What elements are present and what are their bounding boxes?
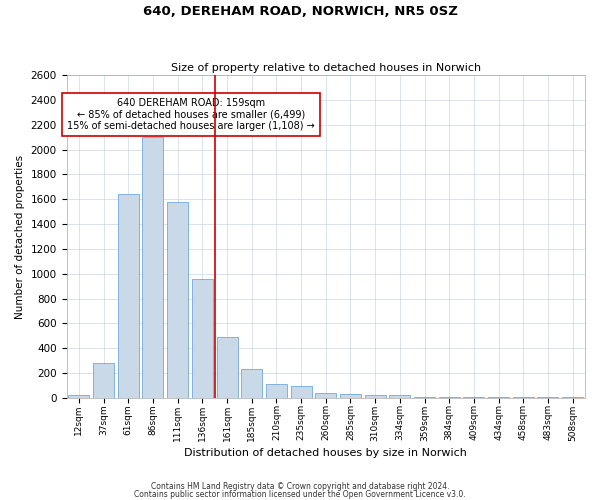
Bar [68,395,89,398]
Y-axis label: Number of detached properties: Number of detached properties [15,154,25,318]
Bar [538,396,559,398]
Bar [167,202,188,398]
Bar [340,394,361,398]
Text: Contains HM Land Registry data © Crown copyright and database right 2024.: Contains HM Land Registry data © Crown c… [151,482,449,491]
Text: 640 DEREHAM ROAD: 159sqm
← 85% of detached houses are smaller (6,499)
15% of sem: 640 DEREHAM ROAD: 159sqm ← 85% of detach… [67,98,315,131]
Bar [241,370,262,398]
Bar [93,363,114,398]
Bar [414,396,435,398]
Bar [315,393,336,398]
Bar [365,396,386,398]
Bar [389,396,410,398]
Bar [142,137,163,398]
Text: Contains public sector information licensed under the Open Government Licence v3: Contains public sector information licen… [134,490,466,499]
Bar [266,384,287,398]
Title: Size of property relative to detached houses in Norwich: Size of property relative to detached ho… [171,63,481,73]
Bar [290,386,311,398]
Bar [217,337,238,398]
Bar [192,279,213,398]
X-axis label: Distribution of detached houses by size in Norwich: Distribution of detached houses by size … [184,448,467,458]
Bar [439,396,460,398]
Bar [118,194,139,398]
Text: 640, DEREHAM ROAD, NORWICH, NR5 0SZ: 640, DEREHAM ROAD, NORWICH, NR5 0SZ [143,5,457,18]
